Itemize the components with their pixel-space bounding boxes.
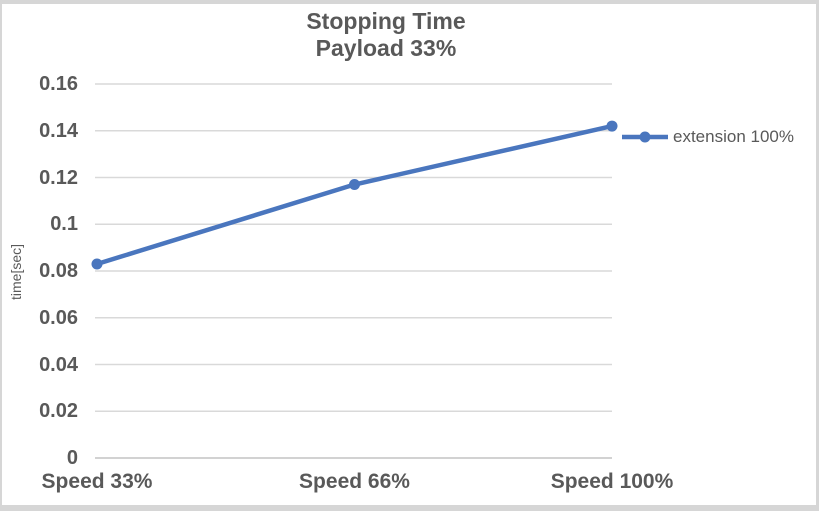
frame-edge-right bbox=[816, 0, 819, 511]
legend-series-label: extension 100% bbox=[673, 127, 794, 146]
data-point-marker bbox=[606, 120, 618, 132]
chart-title-line1: Stopping Time bbox=[306, 8, 466, 34]
legend-key bbox=[622, 131, 668, 143]
y-tick-label: 0.16 bbox=[39, 73, 78, 95]
frame-edge-top bbox=[0, 0, 819, 4]
x-axis-label: Speed 66% bbox=[299, 470, 410, 493]
frame-edge-left bbox=[0, 0, 2, 511]
y-tick-label: 0.02 bbox=[39, 400, 78, 423]
y-tick-label: 0.12 bbox=[39, 166, 78, 189]
y-tick-label: 0.06 bbox=[39, 306, 78, 329]
x-axis-label: Speed 33% bbox=[41, 470, 153, 493]
y-tick-label: 0.08 bbox=[39, 260, 78, 282]
x-axis-label: Speed 100% bbox=[550, 470, 674, 493]
y-tick-label: 0.04 bbox=[39, 353, 78, 376]
y-tick-label: 0.14 bbox=[39, 119, 78, 142]
series-line-extension-100- bbox=[94, 123, 615, 267]
chart-title-line2: Payload 33% bbox=[315, 35, 457, 61]
legend: extension 100% bbox=[621, 126, 794, 148]
data-point-marker bbox=[91, 258, 103, 270]
chart-title: Stopping Time Payload 33% bbox=[0, 8, 772, 62]
y-tick-label: 0 bbox=[66, 447, 78, 469]
y-tick-label: 0.1 bbox=[50, 213, 78, 236]
legend-marker-sample bbox=[639, 131, 651, 143]
frame-edge-bottom bbox=[0, 505, 819, 511]
data-point-marker bbox=[349, 179, 360, 191]
